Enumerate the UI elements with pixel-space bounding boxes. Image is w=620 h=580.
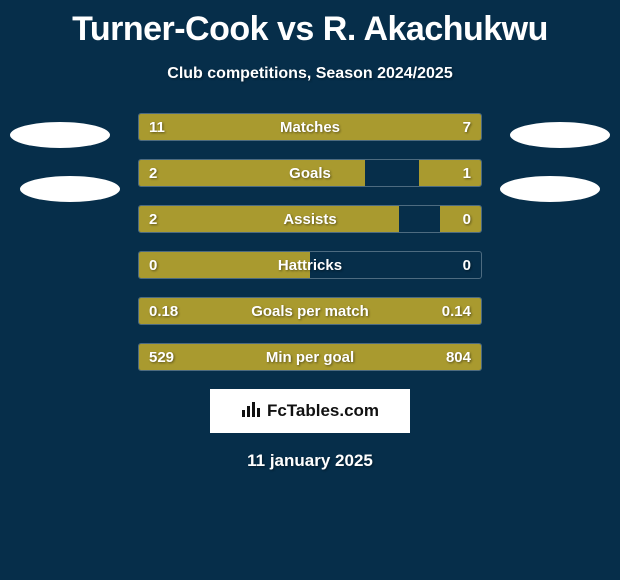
logo-box[interactable]: FcTables.com bbox=[210, 389, 410, 433]
stat-bar: 21Goals bbox=[138, 159, 482, 187]
subtitle: Club competitions, Season 2024/2025 bbox=[0, 65, 620, 83]
stat-bar: 529804Min per goal bbox=[138, 343, 482, 371]
page-title: Turner-Cook vs R. Akachukwu bbox=[0, 0, 620, 49]
stat-label: Hattricks bbox=[139, 252, 481, 279]
stat-label: Min per goal bbox=[139, 344, 481, 371]
avatar-left-2 bbox=[20, 176, 120, 202]
stats-container: 117Matches 21Goals 20Assists 00Hattricks 0.1… bbox=[138, 113, 482, 371]
bar-chart-icon bbox=[241, 400, 261, 423]
stat-bar: 117Matches bbox=[138, 113, 482, 141]
stat-label: Assists bbox=[139, 206, 481, 233]
logo-text: FcTables.com bbox=[267, 401, 379, 421]
stat-label: Goals bbox=[139, 160, 481, 187]
stat-bar: 00Hattricks bbox=[138, 251, 482, 279]
stat-bar: 0.180.14Goals per match bbox=[138, 297, 482, 325]
date: 11 january 2025 bbox=[0, 451, 620, 471]
stat-bar: 20Assists bbox=[138, 205, 482, 233]
avatar-right-2 bbox=[500, 176, 600, 202]
stat-label: Goals per match bbox=[139, 298, 481, 325]
stat-label: Matches bbox=[139, 114, 481, 141]
avatar-right-1 bbox=[510, 122, 610, 148]
avatar-left-1 bbox=[10, 122, 110, 148]
